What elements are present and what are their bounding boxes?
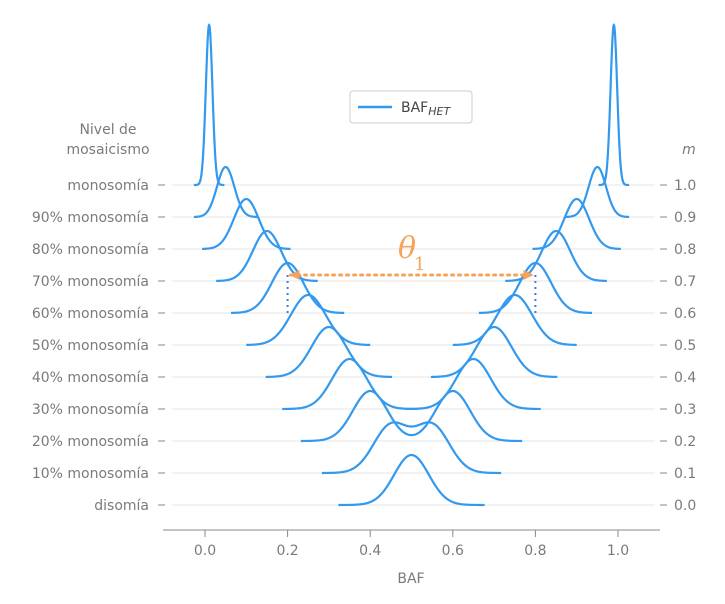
m-labels: 0.0 0.1 0.2 0.3 0.4 0.5 0.6 0.7 0.8 0.9 1.0 — [660, 178, 696, 514]
m-label: 0.3 — [674, 402, 696, 418]
left-axis-title-line2: mosaicismo — [66, 142, 149, 158]
density-curve — [193, 23, 225, 187]
density-curve — [532, 197, 621, 251]
row-label: 30% monosomía — [32, 402, 149, 418]
x-tick-label: 0.2 — [276, 543, 298, 559]
right-axis-title: m — [682, 142, 696, 158]
m-label: 0.5 — [674, 338, 696, 354]
theta-subscript: 1 — [414, 254, 425, 275]
x-tick-label: 0.0 — [194, 543, 216, 559]
density-curve — [246, 293, 371, 347]
m-label: 0.1 — [674, 466, 696, 482]
row-label: 80% monosomía — [32, 242, 149, 258]
m-label: 0.7 — [674, 274, 696, 290]
row-label: 50% monosomía — [32, 338, 149, 354]
x-ticks: 0.0 0.2 0.4 0.6 0.8 1.0 — [194, 530, 629, 559]
density-curve — [202, 197, 291, 251]
row-label: 10% monosomía — [32, 466, 149, 482]
density-curve — [452, 293, 577, 347]
density-curve — [430, 325, 558, 379]
row-label: monosomía — [67, 178, 149, 194]
row-label: 20% monosomía — [32, 434, 149, 450]
density-curve — [193, 165, 258, 219]
theta-symbol: θ — [398, 231, 416, 266]
x-tick-label: 0.4 — [359, 543, 381, 559]
density-curve — [598, 23, 630, 187]
theta-annotation: θ1 — [286, 231, 537, 313]
density-curve — [321, 421, 502, 475]
x-tick-label: 0.8 — [524, 543, 546, 559]
row-label: 90% monosomía — [32, 210, 149, 226]
legend-label: BAFHET — [401, 100, 451, 118]
m-label: 0.0 — [674, 498, 696, 514]
density-curve — [565, 165, 630, 219]
m-label: 0.2 — [674, 434, 696, 450]
row-label: 40% monosomía — [32, 370, 149, 386]
density-curve — [265, 325, 393, 379]
density-curve — [300, 389, 523, 443]
x-tick-label: 1.0 — [607, 543, 629, 559]
m-label: 1.0 — [674, 178, 696, 194]
row-label: 70% monosomía — [32, 274, 149, 290]
legend: BAFHET — [349, 90, 473, 124]
legend-label-main: BAF — [401, 100, 428, 116]
density-curve — [406, 357, 541, 411]
m-label: 0.6 — [674, 306, 696, 322]
row-labels: disomía 10% monosomía 20% monosomía 30% mon… — [32, 178, 165, 514]
density-curve — [338, 453, 485, 507]
m-label: 0.8 — [674, 242, 696, 258]
density-curve — [282, 357, 417, 411]
legend-label-sub: HET — [428, 105, 451, 118]
legend-box — [349, 90, 473, 124]
row-label: disomía — [94, 498, 149, 514]
left-axis-title-line1: Nivel de — [79, 122, 136, 138]
row-label: 60% monosomía — [32, 306, 149, 322]
x-tick-label: 0.6 — [442, 543, 464, 559]
x-axis-label: BAF — [397, 571, 424, 587]
m-label: 0.9 — [674, 210, 696, 226]
m-label: 0.4 — [674, 370, 696, 386]
